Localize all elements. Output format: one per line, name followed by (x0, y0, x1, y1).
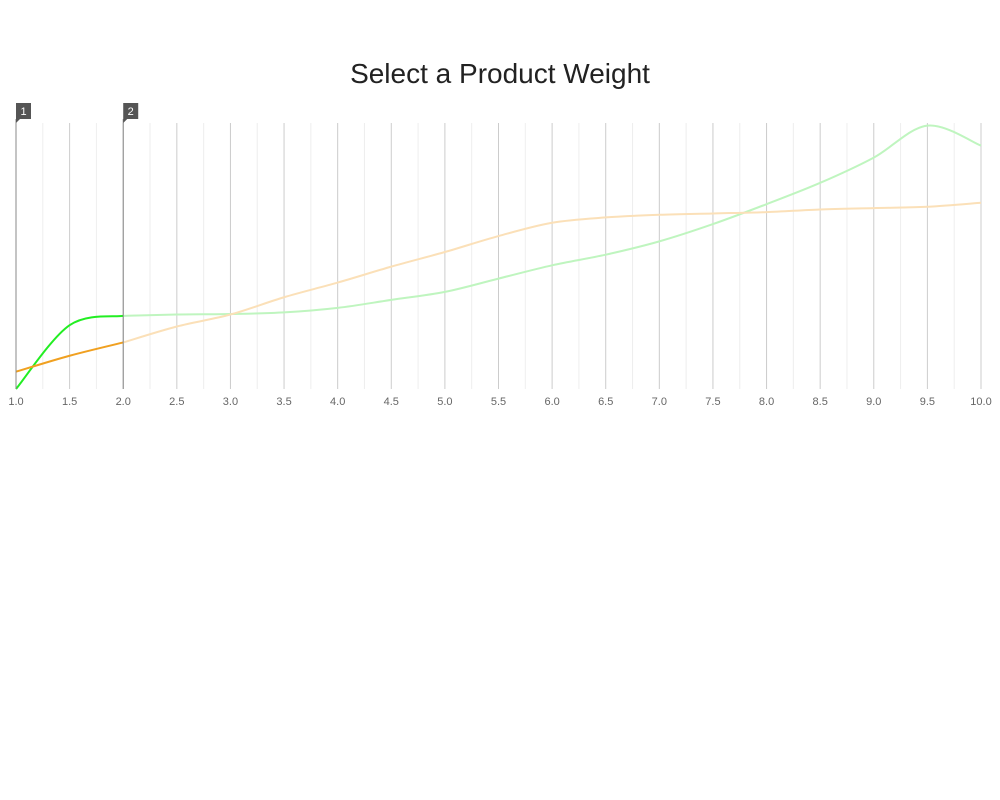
chart-title: Select a Product Weight (350, 58, 650, 89)
x-tick-label: 5.5 (491, 396, 506, 408)
selected-series-lines (15, 314, 124, 390)
x-tick-label: 2.0 (116, 396, 131, 408)
x-tick-label: 9.0 (866, 396, 881, 408)
x-tick-label: 2.5 (169, 396, 184, 408)
unselected-series-lines (122, 124, 982, 344)
x-tick-label: 4.0 (330, 396, 345, 408)
series-1-unselected-line (123, 124, 982, 317)
x-axis-tick-labels: 1.0 1.5 2.0 2.5 3.0 3.5 4.0 4.5 5.0 5.5 6.0 6.5 7.0 7… (8, 396, 991, 408)
x-tick-label: 4.5 (384, 396, 399, 408)
x-tick-label: 3.0 (223, 396, 238, 408)
selection-marker-label: 2 (128, 106, 134, 118)
x-tick-label: 6.0 (544, 396, 559, 408)
series-2-selected-line[interactable] (15, 341, 124, 373)
selection-marker-2[interactable]: 2 (123, 103, 139, 123)
x-tick-label: 5.0 (437, 396, 452, 408)
minor-gridlines (42, 123, 955, 389)
series-2-unselected-line (122, 201, 982, 344)
x-tick-label: 7.5 (705, 396, 720, 408)
x-tick-label: 10.0 (970, 396, 991, 408)
x-tick-label: 6.5 (598, 396, 613, 408)
major-gridlines (15, 123, 982, 389)
x-tick-label: 9.5 (920, 396, 935, 408)
selection-marker-1[interactable]: 1 (16, 103, 31, 123)
series-1-selected-line[interactable] (15, 314, 124, 390)
selection-marker-label: 1 (20, 106, 26, 118)
x-tick-label: 1.0 (8, 396, 23, 408)
x-tick-label: 3.5 (276, 396, 291, 408)
x-tick-label: 8.5 (813, 396, 828, 408)
x-tick-label: 8.0 (759, 396, 774, 408)
x-tick-label: 7.0 (652, 396, 667, 408)
x-tick-label: 1.5 (62, 396, 77, 408)
